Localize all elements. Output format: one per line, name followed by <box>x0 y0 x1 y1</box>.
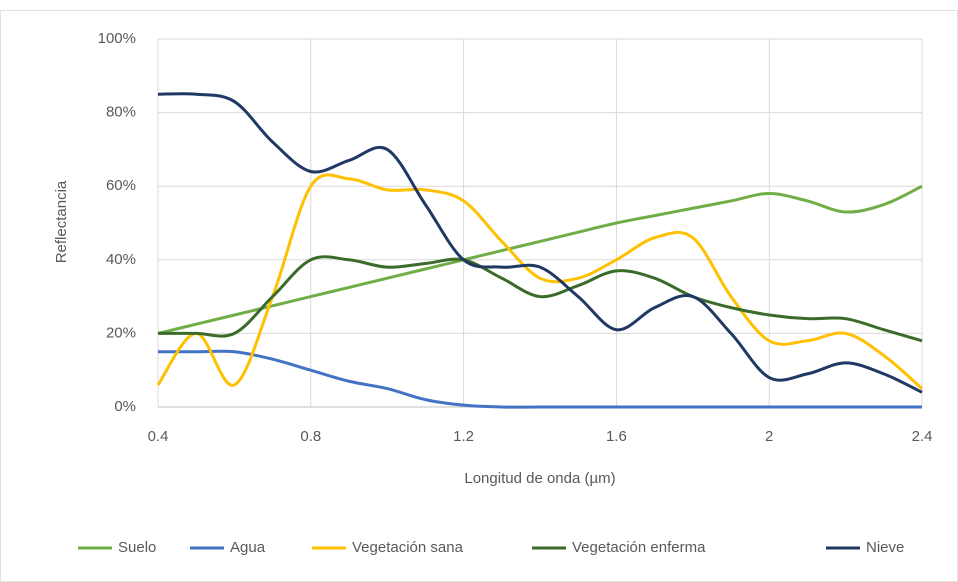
legend-label: Nieve <box>866 539 904 556</box>
y-tick-label: 100% <box>98 30 136 47</box>
x-tick-label: 1.2 <box>453 428 474 445</box>
legend-label: Vegetación sana <box>352 539 464 556</box>
x-tick-label: 0.4 <box>148 428 169 445</box>
x-axis-label: Longitud de onda (µm) <box>464 470 615 487</box>
x-tick-label: 1.6 <box>606 428 627 445</box>
y-tick-label: 80% <box>106 104 136 121</box>
x-tick-label: 0.8 <box>300 428 321 445</box>
series-line <box>157 184 923 335</box>
legend-label: Vegetación enferma <box>572 539 706 556</box>
y-tick-label: 20% <box>106 324 136 341</box>
y-tick-label: 0% <box>114 398 136 415</box>
chart-frame <box>0 10 958 582</box>
series-line <box>157 92 923 394</box>
y-axis-label: Reflectancia <box>53 180 70 263</box>
series-line <box>158 349 922 409</box>
legend-label: Suelo <box>118 539 156 556</box>
x-tick-label: 2.4 <box>912 428 933 445</box>
legend-label: Agua <box>230 539 266 556</box>
x-tick-label: 2 <box>765 428 773 445</box>
y-tick-label: 40% <box>106 251 136 268</box>
y-tick-label: 60% <box>106 177 136 194</box>
series-line <box>158 255 923 343</box>
